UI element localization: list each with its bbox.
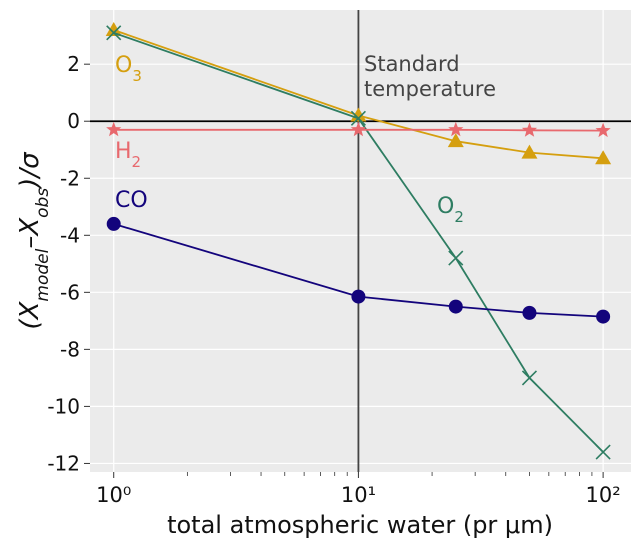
data-point: [447, 133, 464, 148]
data-point: [106, 121, 122, 137]
data-point: [106, 25, 122, 41]
x-tick-label: 10¹: [341, 483, 376, 507]
series-layer: [105, 21, 612, 460]
data-point: [522, 305, 537, 320]
series-label-co: CO: [115, 188, 148, 213]
x-tick-label: 10⁰: [96, 483, 131, 507]
data-point: [448, 299, 463, 314]
y-tick-label: 0: [67, 109, 80, 133]
data-point: [350, 110, 366, 126]
x-axis-label: total atmospheric water (pr μm): [167, 511, 553, 539]
series-circle: [106, 216, 611, 324]
data-point: [595, 122, 611, 138]
data-point: [105, 21, 122, 36]
y-tick-label: -12: [47, 451, 80, 475]
data-point: [106, 216, 121, 231]
reference-line-label: Standard temperature: [364, 52, 496, 101]
series-triangle: [105, 21, 612, 165]
y-tick-label: -10: [47, 394, 80, 418]
y-tick-label: -8: [60, 337, 80, 361]
y-tick-label: 2: [67, 52, 80, 76]
series-star: [106, 121, 611, 138]
data-point: [521, 122, 538, 137]
data-point: [521, 370, 538, 386]
series-x: [106, 25, 611, 460]
data-point: [595, 444, 611, 460]
y-tick-label: -4: [60, 223, 80, 247]
reference-label-line-2: temperature: [364, 77, 496, 101]
data-point: [350, 121, 366, 137]
y-tick-label: -2: [60, 166, 80, 190]
axes: 10⁰ 10¹ 10² 2 0 -2 -4 -6 -8 -10 -12: [47, 52, 620, 507]
data-point: [448, 250, 464, 266]
data-point: [350, 107, 367, 122]
data-point: [521, 144, 538, 159]
x-tick-label: 10²: [586, 483, 621, 507]
plot-area: [90, 10, 631, 472]
data-point: [595, 150, 612, 165]
data-point: [596, 309, 611, 324]
y-axis-label: (Xmodel–Xobs)/σ: [15, 151, 53, 330]
y-tick-label: -6: [60, 280, 80, 304]
data-point: [448, 121, 464, 137]
data-point: [351, 289, 366, 304]
reference-label-line-1: Standard: [364, 52, 460, 76]
